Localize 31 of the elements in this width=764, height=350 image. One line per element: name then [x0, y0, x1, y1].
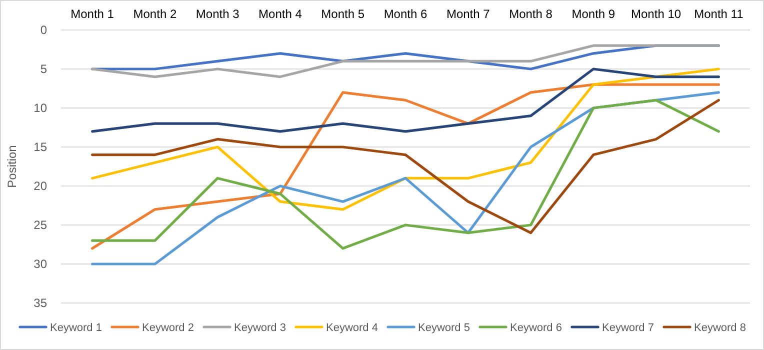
x-tick-label: Month 11 [694, 7, 744, 21]
legend-label: Keyword 6 [510, 322, 562, 334]
y-tick-label: 25 [34, 218, 48, 232]
legend-label: Keyword 7 [602, 322, 654, 334]
x-tick-label: Month 8 [509, 7, 553, 21]
y-tick-label: 15 [34, 140, 48, 154]
line-series [91, 44, 720, 78]
x-tick-label: Month 7 [446, 7, 490, 21]
x-tick-label: Month 2 [133, 7, 177, 21]
x-tick-label: Month 9 [572, 7, 616, 21]
y-tick-label: 20 [34, 179, 48, 194]
legend-label: Keyword 4 [326, 322, 378, 334]
legend-label: Keyword 8 [694, 322, 746, 334]
y-tick-label: 35 [34, 296, 48, 310]
legend-label: Keyword 5 [418, 322, 470, 334]
x-tick-label: Month 6 [384, 7, 428, 21]
y-tick-label: 30 [34, 257, 48, 272]
line-series [91, 68, 720, 133]
y-axis-title: Position [5, 145, 19, 188]
line-series [91, 68, 720, 211]
x-tick-label: Month 1 [70, 7, 114, 21]
legend-label: Keyword 1 [50, 322, 102, 334]
y-tick-label: 0 [40, 23, 48, 38]
y-tick-label: 10 [34, 101, 48, 116]
legend-label: Keyword 2 [142, 322, 194, 334]
x-tick-label: Month 4 [258, 7, 302, 21]
x-tick-label: Month 5 [321, 7, 365, 21]
x-tick-label: Month 3 [196, 7, 240, 21]
legend-label: Keyword 3 [234, 322, 286, 334]
x-tick-label: Month 10 [631, 7, 682, 21]
y-tick-label: 5 [40, 62, 48, 76]
